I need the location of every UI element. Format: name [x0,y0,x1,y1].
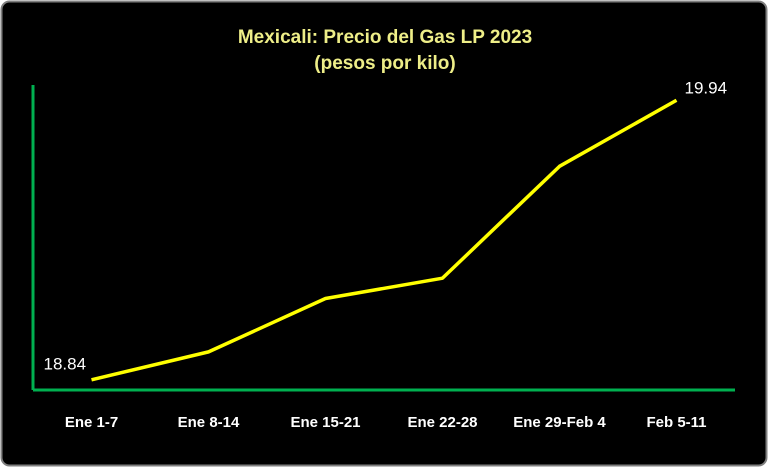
x-tick-label: Feb 5-11 [646,414,706,431]
line-series [91,98,678,382]
data-label: 18.84 [44,354,87,373]
x-tick-label: Ene 29-Feb 4 [513,414,606,431]
x-tick-label: Ene 1-7 [65,414,118,431]
data-label: 19.94 [685,79,728,98]
chart-title: Mexicali: Precio del Gas LP 2023 [238,27,532,48]
x-tick-label: Ene 15-21 [290,414,360,431]
x-tick-label: Ene 8-14 [178,414,240,431]
chart-subtitle: (pesos por kilo) [314,53,455,74]
x-tick-label: Ene 22-28 [407,414,477,431]
